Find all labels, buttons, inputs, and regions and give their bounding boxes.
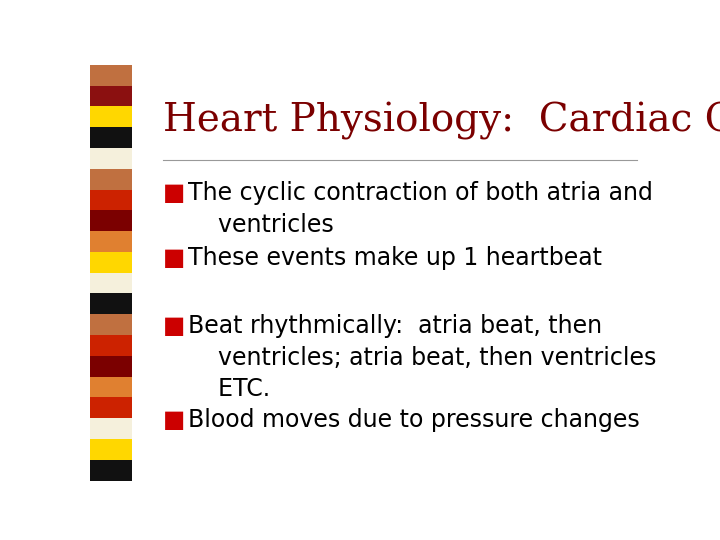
Bar [90,273,132,294]
Bar [90,106,132,127]
Bar [90,460,132,481]
Text: ■: ■ [163,408,185,432]
Bar [90,148,132,168]
Bar [90,418,132,439]
Text: ■: ■ [163,246,185,269]
Bar [90,397,132,418]
Text: Blood moves due to pressure changes: Blood moves due to pressure changes [188,408,639,432]
Bar [90,65,132,85]
Bar [90,377,132,397]
Text: These events make up 1 heartbeat: These events make up 1 heartbeat [188,246,602,269]
Bar [90,85,132,106]
Bar [90,314,132,335]
Bar [90,231,132,252]
Bar [90,168,132,190]
Bar [90,210,132,231]
Text: The cyclic contraction of both atria and
    ventricles: The cyclic contraction of both atria and… [188,181,652,237]
Bar [90,127,132,148]
Bar [90,190,132,211]
Bar [90,439,132,460]
Bar [90,356,132,377]
Text: Beat rhythmically:  atria beat, then
    ventricles; atria beat, then ventricles: Beat rhythmically: atria beat, then vent… [188,314,656,401]
Bar [90,294,132,314]
Bar [90,335,132,356]
Text: ■: ■ [163,314,185,338]
Bar [90,252,132,273]
Text: Heart Physiology:  Cardiac Cycle: Heart Physiology: Cardiac Cycle [163,102,720,140]
Text: ■: ■ [163,181,185,205]
